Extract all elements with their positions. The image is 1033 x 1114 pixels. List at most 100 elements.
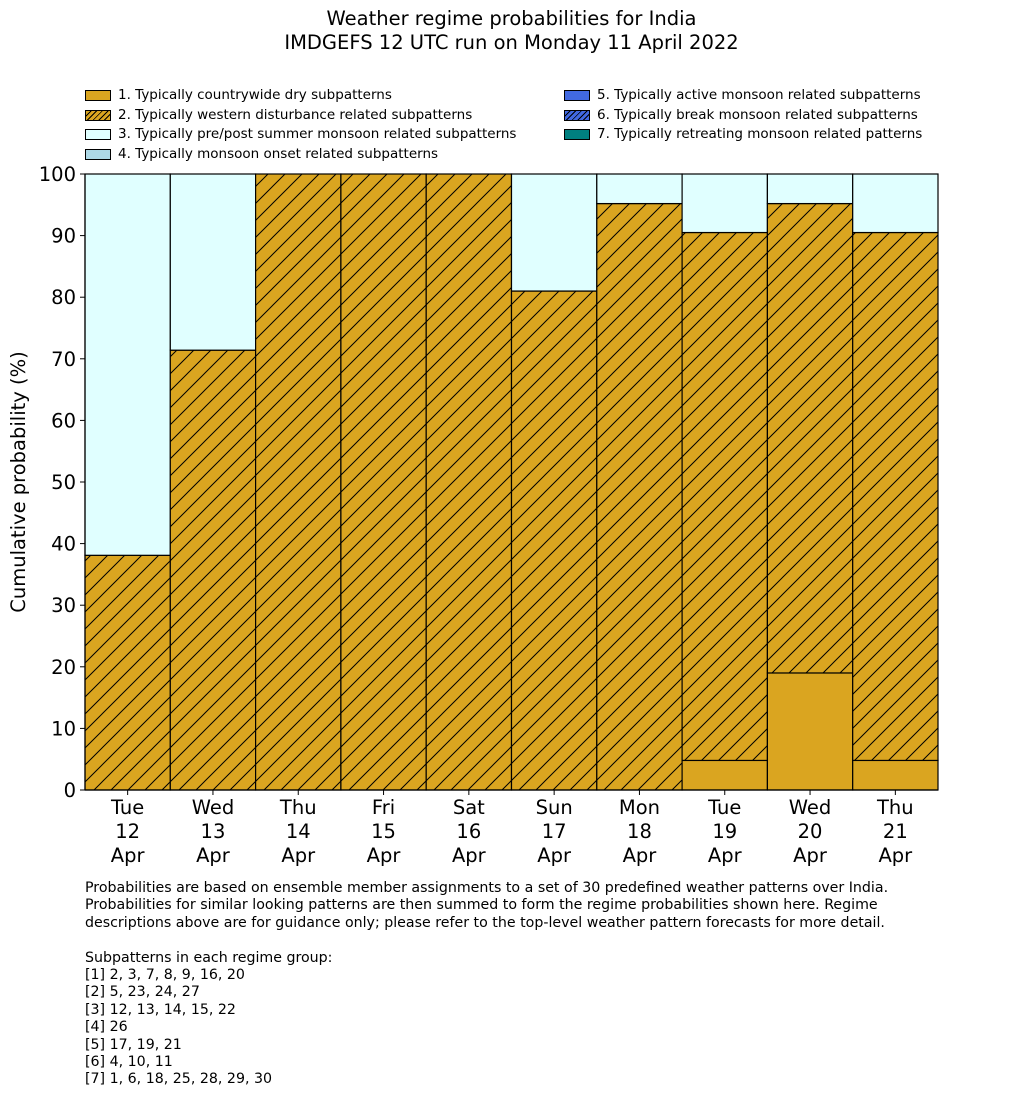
bar-segment-regime-2-day-10 (852, 231, 939, 762)
x-tick-label: 17 (542, 820, 567, 843)
bar-segment-regime-2-day-8 (681, 231, 768, 762)
y-tick-label: 0 (64, 779, 76, 802)
bar-segment-regime-2-day-9 (766, 202, 854, 674)
x-tick-label: Sat (453, 796, 485, 819)
chart-subtitle: IMDGEFS 12 UTC run on Monday 11 April 20… (284, 31, 739, 54)
x-tick-label: 14 (286, 820, 311, 843)
x-tick-label: Apr (367, 844, 402, 867)
x-tick-label: Apr (878, 844, 913, 867)
x-tick-label: Wed (789, 796, 832, 819)
x-tick-label: Sun (536, 796, 573, 819)
x-tick-label: Apr (111, 844, 146, 867)
footnote-line (85, 932, 888, 949)
footnote-line: Probabilities are based on ensemble memb… (85, 880, 889, 896)
footnote-line: [3] 12, 13, 14, 15, 22 (85, 1001, 236, 1018)
x-tick-label: 13 (201, 820, 226, 843)
bar-segment-regime-2-day-6 (510, 290, 598, 791)
legend-column-left: 1. Typically countrywide dry subpatterns… (85, 86, 516, 164)
y-tick-label: 30 (51, 594, 76, 617)
legend-label-regime-2: 2. Typically western disturbance related… (118, 106, 473, 123)
footnote-line: Subpatterns in each regime group: (85, 949, 333, 966)
legend-label-regime-5: 5. Typically active monsoon related subp… (597, 87, 921, 103)
legend-swatch-regime-2 (85, 109, 111, 121)
bar-segment-regime-3-day-6 (510, 173, 598, 292)
bar-segment-regime-2-day-3 (255, 173, 342, 791)
x-tick-label: Thu (279, 796, 317, 819)
footnote-line: Probabilities for similar looking patter… (85, 897, 878, 914)
bar-segment-regime-2-day-4 (340, 173, 427, 791)
x-tick-label: Apr (537, 844, 572, 867)
x-tick-label: Apr (793, 844, 828, 867)
bar-segment-regime-2-day-1 (84, 554, 171, 791)
legend-item-regime-1: 1. Typically countrywide dry subpatterns (85, 86, 516, 106)
x-tick-label: 19 (712, 820, 737, 843)
chart-title: Weather regime probabilities for India (326, 7, 697, 30)
x-tick-label: Apr (623, 844, 658, 867)
y-tick-label: 80 (51, 286, 76, 309)
legend-item-regime-3: 3. Typically pre/post summer monsoon rel… (85, 125, 516, 145)
bar-segment-regime-1-day-10 (852, 759, 939, 791)
x-tick-label: Tue (707, 796, 741, 819)
footnote: Probabilities are based on ensemble memb… (85, 880, 888, 1089)
x-tick-label: Apr (708, 844, 743, 867)
legend-label-regime-6: 6. Typically break monsoon related subpa… (597, 106, 918, 123)
x-tick-label: 21 (883, 820, 908, 843)
legend-item-regime-5: 5. Typically active monsoon related subp… (564, 86, 922, 106)
bar-segment-regime-3-day-10 (852, 173, 939, 234)
legend-item-regime-7: 7. Typically retreating monsoon related … (564, 125, 922, 145)
x-tick-label: 20 (798, 820, 823, 843)
x-tick-label: Thu (876, 796, 914, 819)
bar-segment-regime-2-day-7 (596, 202, 683, 791)
x-tick-label: Apr (452, 844, 487, 867)
y-tick-label: 20 (51, 656, 76, 679)
bar-segment-regime-3-day-9 (766, 173, 854, 205)
legend-swatch-regime-4 (85, 148, 111, 160)
y-tick-label: 90 (51, 225, 76, 248)
bar-segment-regime-3-day-1 (84, 173, 171, 556)
legend-item-regime-4: 4. Typically monsoon onset related subpa… (85, 145, 516, 165)
x-tick-label: 18 (627, 820, 652, 843)
footnote-line: [4] 26 (85, 1019, 128, 1036)
legend-swatch-regime-7 (564, 129, 590, 141)
legend-item-regime-2: 2. Typically western disturbance related… (85, 106, 516, 126)
x-tick-label: Apr (196, 844, 231, 867)
legend-item-regime-6: 6. Typically break monsoon related subpa… (564, 106, 922, 126)
footnote-line: descriptions above are for guidance only… (85, 914, 885, 931)
legend-label-regime-1: 1. Typically countrywide dry subpatterns (118, 87, 392, 103)
footnote-line: [1] 2, 3, 7, 8, 9, 16, 20 (85, 966, 245, 983)
x-tick-label: 16 (456, 820, 481, 843)
footnote-line: [5] 17, 19, 21 (85, 1036, 182, 1053)
footnote-line: [6] 4, 10, 11 (85, 1053, 173, 1070)
legend-label-regime-3: 3. Typically pre/post summer monsoon rel… (118, 126, 517, 142)
legend-label-regime-7: 7. Typically retreating monsoon related … (597, 126, 923, 142)
y-tick-label: 50 (51, 471, 76, 494)
legend-swatch-regime-3 (85, 129, 111, 141)
y-tick-label: 10 (51, 717, 76, 740)
bar-segment-regime-3-day-8 (681, 173, 768, 234)
bar-segment-regime-2-day-2 (169, 349, 257, 791)
bar-segment-regime-2-day-5 (425, 173, 513, 791)
stacked-bar-chart: 0102030405060708090100Tue12AprWed13AprTh… (7, 163, 939, 867)
bar-segment-regime-3-day-2 (169, 173, 257, 351)
x-tick-label: Mon (619, 796, 660, 819)
legend-swatch-regime-1 (85, 90, 111, 102)
x-tick-label: 15 (371, 820, 396, 843)
bar-segment-regime-1-day-8 (681, 759, 768, 791)
legend-swatch-regime-5 (564, 90, 590, 102)
y-tick-label: 70 (51, 348, 76, 371)
y-tick-label: 100 (39, 163, 76, 186)
x-tick-label: Fri (372, 796, 395, 819)
legend-swatch-regime-6 (564, 109, 590, 121)
bar-segment-regime-1-day-9 (766, 672, 854, 791)
y-tick-label: 60 (51, 409, 76, 432)
x-tick-label: Tue (110, 796, 144, 819)
legend-column-right: 5. Typically active monsoon related subp… (564, 86, 922, 145)
y-tick-label: 40 (51, 533, 76, 556)
footnote-line: [7] 1, 6, 18, 25, 28, 29, 30 (85, 1071, 273, 1088)
x-tick-label: 12 (115, 820, 140, 843)
footnote-line: [2] 5, 23, 24, 27 (85, 984, 200, 1001)
x-tick-label: Wed (192, 796, 235, 819)
legend-label-regime-4: 4. Typically monsoon onset related subpa… (118, 145, 439, 162)
x-tick-label: Apr (281, 844, 316, 867)
bar-segment-regime-3-day-7 (596, 173, 683, 205)
